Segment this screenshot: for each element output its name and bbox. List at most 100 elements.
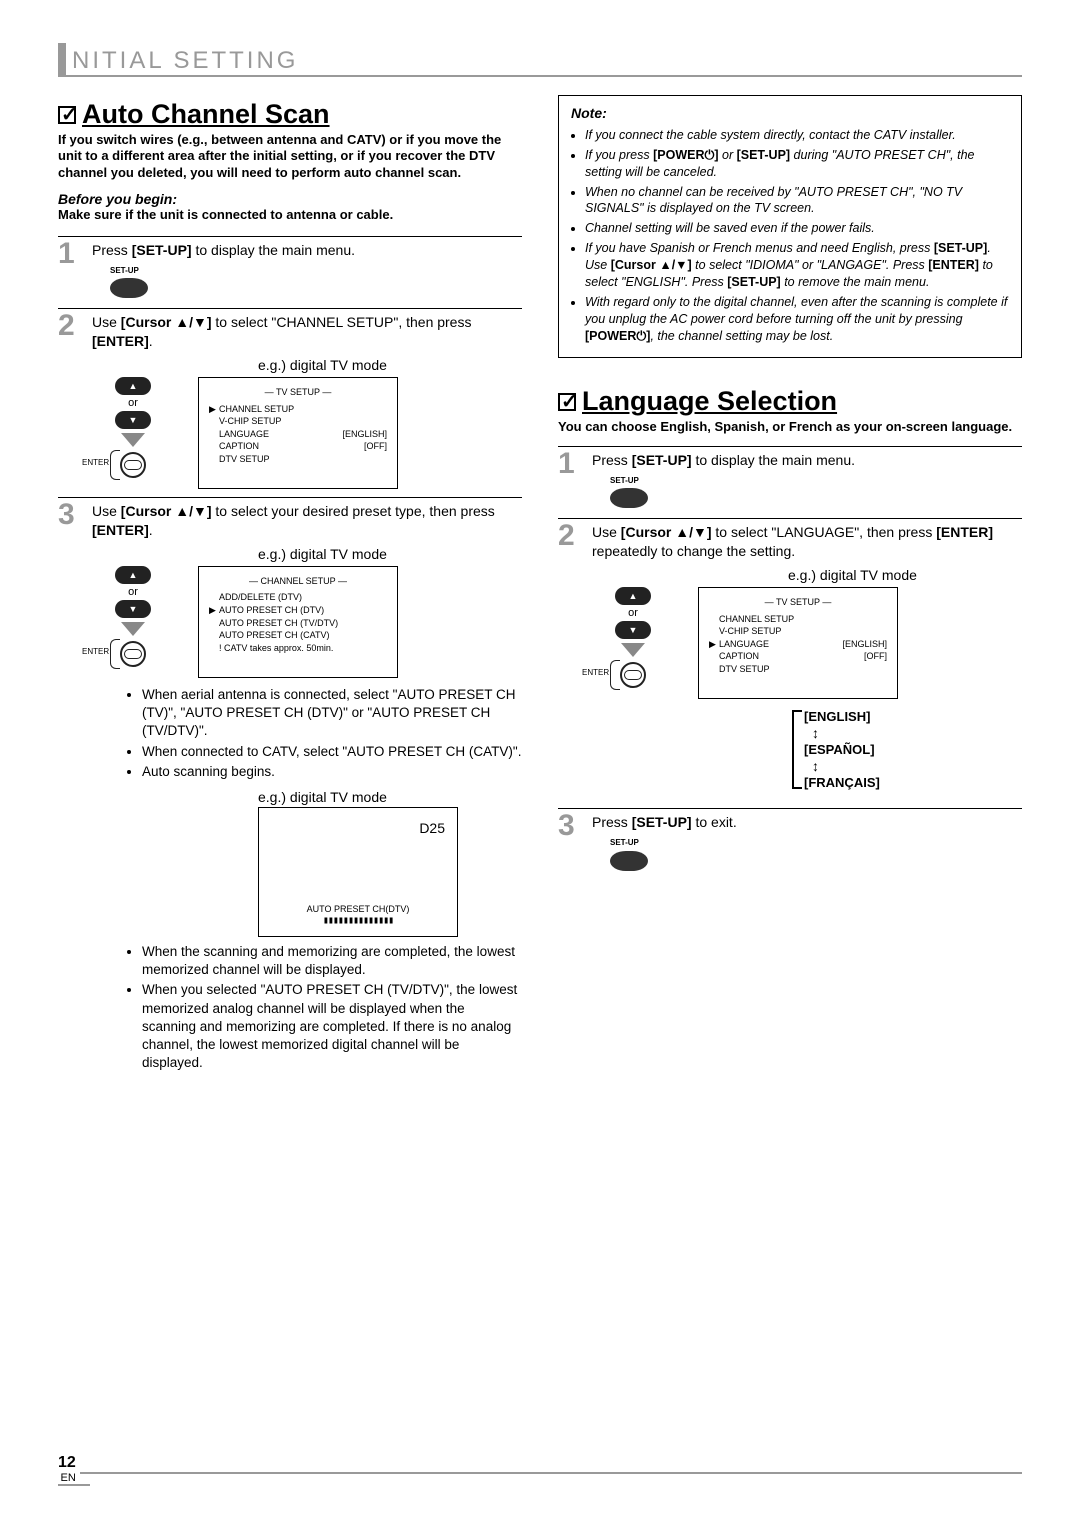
divider (558, 808, 1022, 809)
note-item: If you connect the cable system directly… (585, 127, 1009, 144)
setup-button-icon (110, 278, 148, 298)
screen-row: ADD/DELETE (DTV) (209, 591, 387, 604)
step3-bullets-2: When the scanning and memorizing are com… (86, 943, 522, 1073)
language-cycle: [ENGLISH] ↕ [ESPAÑOL] ↕ [FRANÇAIS] (788, 707, 1022, 792)
section-title-text: Language Selection (582, 386, 837, 417)
setup-label: SET-UP (610, 838, 1022, 849)
auto-channel-scan-heading: Auto Channel Scan (58, 99, 522, 130)
lang-francais: [FRANÇAIS] (804, 775, 880, 790)
setup-label: SET-UP (610, 476, 1022, 487)
arrow-down-icon (621, 643, 645, 657)
before-you-begin-text: Make sure if the unit is connected to an… (58, 207, 522, 224)
channel-setup-screen: — CHANNEL SETUP — ADD/DELETE (DTV)▶AUTO … (198, 566, 398, 678)
note-item: Channel setting will be saved even if th… (585, 220, 1009, 237)
arrow-down-icon (121, 622, 145, 636)
example-label: e.g.) digital TV mode (258, 789, 522, 805)
updown-arrow-icon: ↕ (812, 759, 819, 773)
screen-header: — TV SETUP — (209, 386, 387, 399)
footer-rule (80, 1472, 1022, 1474)
example-label: e.g.) digital TV mode (258, 357, 522, 373)
screen-row: AUTO PRESET CH (CATV) (209, 629, 387, 642)
note-header: Note: (571, 104, 1009, 123)
cursor-down-icon: ▼ (115, 411, 151, 429)
step-1: 1 Press [SET-UP] to display the main men… (58, 241, 522, 303)
remote-graphic: ▲ or ▼ ENTER (588, 587, 678, 688)
right-column: Note: If you connect the cable system di… (558, 95, 1022, 1081)
cursor-down-icon: ▼ (615, 621, 651, 639)
note-box: Note: If you connect the cable system di… (558, 95, 1022, 358)
screen-row: AUTO PRESET CH (TV/DTV) (209, 617, 387, 630)
tv-setup-screen: — TV SETUP — ▶CHANNEL SETUPV-CHIP SETUPL… (198, 377, 398, 489)
cycle-bracket-icon (792, 710, 802, 789)
intro-text: If you switch wires (e.g., between anten… (58, 132, 522, 181)
remote-and-screen: ▲ or ▼ ENTER — CHANNEL SETUP — ADD/DELET… (88, 566, 522, 678)
list-item: When the scanning and memorizing are com… (142, 943, 522, 979)
remote-and-screen: ▲ or ▼ ENTER — TV SETUP — CHANNEL SETUPV… (588, 587, 1022, 699)
enter-button-icon: ENTER (120, 452, 146, 478)
step-number: 3 (58, 500, 82, 540)
setup-button-graphic: SET-UP (610, 476, 1022, 509)
cursor-up-icon: ▲ (615, 587, 651, 605)
setup-button-graphic: SET-UP (610, 838, 1022, 871)
list-item: Auto scanning begins. (142, 763, 522, 781)
cursor-up-icon: ▲ (115, 566, 151, 584)
screen-row: V-CHIP SETUP (209, 415, 387, 428)
step-number: 2 (58, 311, 82, 351)
arrow-down-icon (121, 433, 145, 447)
lang-step-1: 1 Press [SET-UP] to display the main men… (558, 451, 1022, 513)
remote-graphic: ▲ or ▼ ENTER (88, 566, 178, 667)
channel-number: D25 (419, 820, 445, 836)
example-label: e.g.) digital TV mode (258, 546, 522, 562)
note-item: With regard only to the digital channel,… (585, 294, 1009, 345)
progress-bar-icon: ▮▮▮▮▮▮▮▮▮▮▮▮▮▮ (323, 915, 393, 926)
list-item: When you selected "AUTO PRESET CH (TV/DT… (142, 981, 522, 1072)
lang-espanol: [ESPAÑOL] (804, 742, 875, 757)
enter-button-icon: ENTER (620, 662, 646, 688)
divider (58, 236, 522, 237)
setup-button-icon (610, 488, 648, 508)
screen-row: LANGUAGE[ENGLISH] (209, 428, 387, 441)
divider (58, 497, 522, 498)
or-label: or (628, 607, 638, 619)
screen-row: ▶AUTO PRESET CH (DTV) (209, 604, 387, 617)
or-label: or (128, 397, 138, 409)
screen-row: DTV SETUP (209, 453, 387, 466)
step-body: Press [SET-UP] to display the main menu.… (92, 241, 522, 303)
page-lang: EN (58, 1472, 76, 1484)
divider (58, 308, 522, 309)
scan-label: AUTO PRESET CH(DTV) (259, 904, 457, 914)
or-label: or (128, 586, 138, 598)
cursor-down-icon: ▼ (115, 600, 151, 618)
lang-step-3: 3 Press [SET-UP] to exit. SET-UP (558, 813, 1022, 875)
page-number: 12 EN (58, 1454, 90, 1486)
step-body: Press [SET-UP] to exit. SET-UP (592, 813, 1022, 875)
step-body: Use [Cursor ▲/▼] to select your desired … (92, 502, 522, 540)
step3-bullets: When aerial antenna is connected, select… (86, 686, 522, 781)
screen-row: CAPTION[OFF] (209, 440, 387, 453)
setup-button-graphic: SET-UP (110, 266, 522, 299)
setup-button-icon (610, 851, 648, 871)
page-header: NITIAL SETTING (58, 55, 1022, 77)
language-selection-heading: Language Selection (558, 386, 1022, 417)
setup-label: SET-UP (110, 266, 522, 277)
step-number: 3 (558, 811, 582, 875)
example-label: e.g.) digital TV mode (788, 567, 1022, 583)
remote-and-screen: ▲ or ▼ ENTER — TV SETUP — ▶CHANNEL SETUP… (88, 377, 522, 489)
cursor-up-icon: ▲ (115, 377, 151, 395)
screen-row: CHANNEL SETUP (709, 613, 887, 626)
screen-row: V-CHIP SETUP (709, 625, 887, 638)
screen-header: — CHANNEL SETUP — (209, 575, 387, 588)
checkbox-icon (558, 393, 576, 411)
tv-setup-screen: — TV SETUP — CHANNEL SETUPV-CHIP SETUP▶L… (698, 587, 898, 699)
left-column: Auto Channel Scan If you switch wires (e… (58, 95, 522, 1081)
columns: Auto Channel Scan If you switch wires (e… (58, 95, 1022, 1081)
note-item: If you press [POWER⏻] or [SET-UP] during… (585, 147, 1009, 181)
header-title: NITIAL SETTING (72, 47, 298, 75)
screen-row: CAPTION[OFF] (709, 650, 887, 663)
list-item: When aerial antenna is connected, select… (142, 686, 522, 741)
note-list: If you connect the cable system directly… (571, 127, 1009, 345)
header-bar (58, 43, 66, 77)
step-body: Use [Cursor ▲/▼] to select "CHANNEL SETU… (92, 313, 522, 351)
checkbox-icon (58, 106, 76, 124)
before-you-begin-label: Before you begin: (58, 191, 522, 207)
